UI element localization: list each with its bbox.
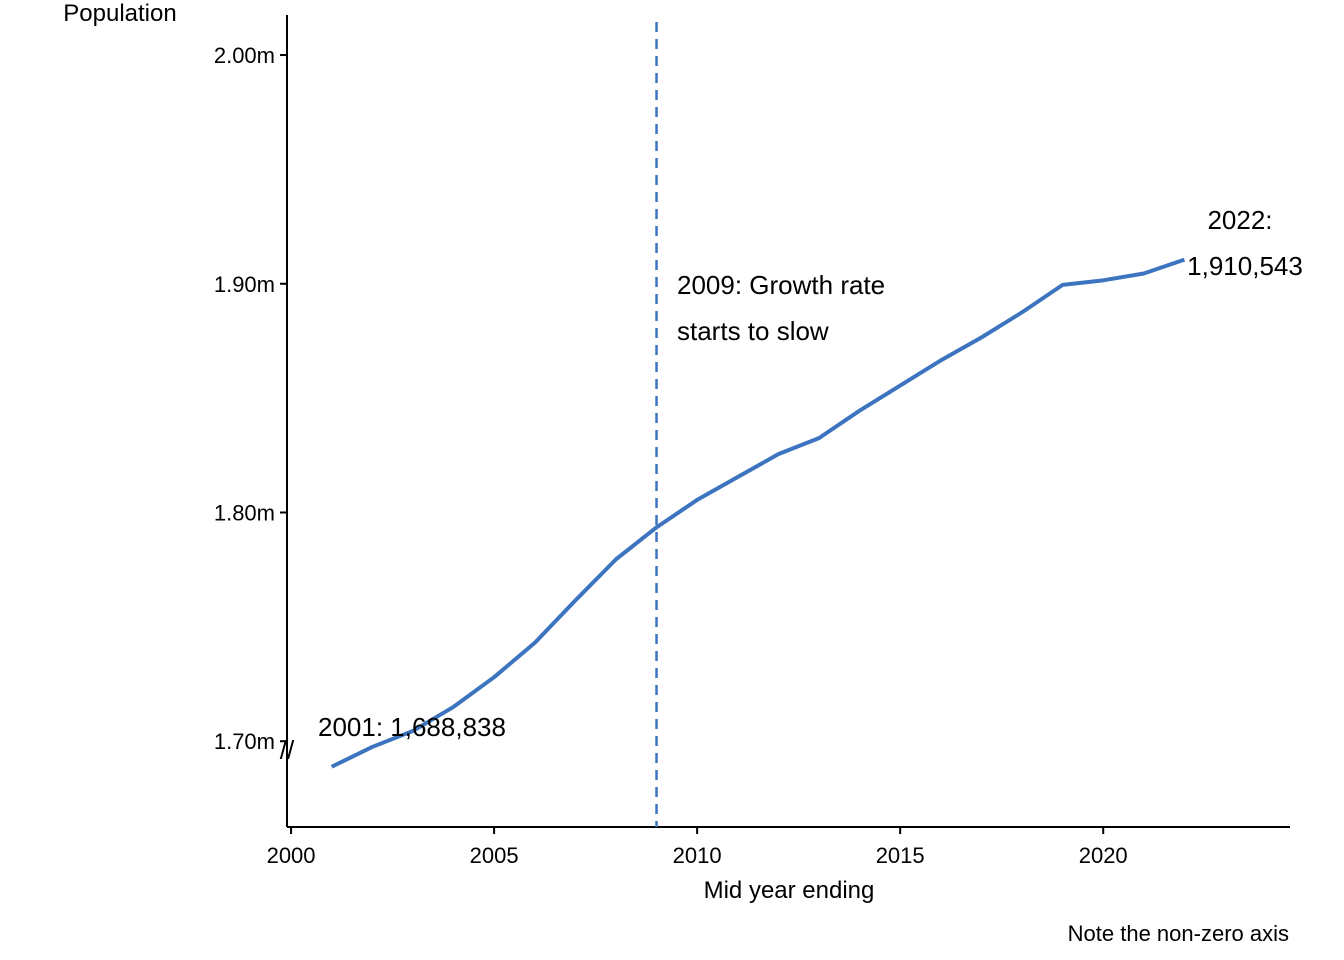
x-tick-label: 2010	[673, 843, 722, 868]
y-tick-label: 2.00m	[214, 43, 275, 68]
y-ticks: 1.70m 1.80m 1.90m 2.00m	[214, 43, 287, 754]
axes: 1.70m 1.80m 1.90m 2.00m 2000 2005 2010 2015 202…	[214, 15, 1290, 868]
y-tick-label: 1.80m	[214, 500, 275, 525]
axis-break-marker: //	[280, 735, 295, 765]
x-tick-label: 2015	[876, 843, 925, 868]
y-tick-label: 1.70m	[214, 729, 275, 754]
slowdown-annotation-line2: starts to slow	[677, 316, 829, 346]
x-ticks: 2000 2005 2010 2015 2020	[267, 827, 1128, 868]
y-tick-label: 1.90m	[214, 272, 275, 297]
x-tick-label: 2020	[1079, 843, 1128, 868]
x-axis-title: Mid year ending	[704, 877, 875, 904]
slowdown-annotation-line1: 2009: Growth rate	[677, 270, 885, 300]
end-year-annotation: 2022:	[1207, 205, 1272, 235]
end-value-annotation: 1,910,543	[1187, 251, 1303, 281]
x-tick-label: 2000	[267, 843, 316, 868]
start-value-annotation: 2001: 1,688,838	[318, 712, 506, 742]
x-tick-label: 2005	[470, 843, 519, 868]
y-axis-title: Population	[63, 0, 176, 27]
population-series-line	[330, 257, 1186, 769]
chart-caption-note: Note the non-zero axis	[1068, 921, 1289, 946]
